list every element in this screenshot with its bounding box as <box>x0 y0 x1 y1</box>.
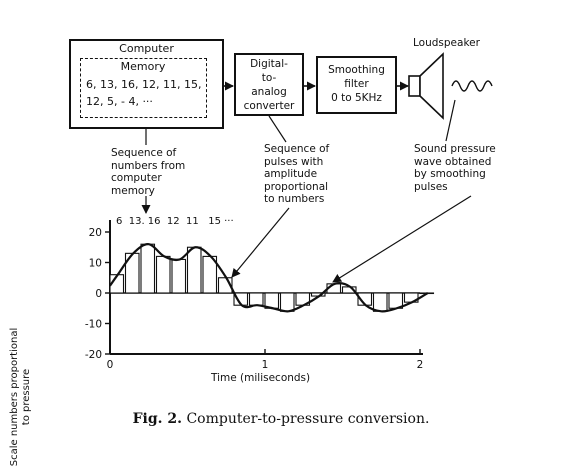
x-tick-label: 0 <box>107 359 114 371</box>
x-tick-label: 2 <box>417 359 424 371</box>
figure-caption: Fig. 2. Computer-to-pressure conversion. <box>0 411 562 427</box>
caption-text: Computer-to-pressure conversion. <box>186 411 430 427</box>
arrow-pulses-to-chart <box>231 207 290 278</box>
chart-ticks: 20 10 0 -10 -20 0 1 2 <box>85 227 424 371</box>
memory-line-2: 12, 5, - 4, ··· <box>86 95 153 108</box>
loudspeaker-icon <box>408 52 493 120</box>
y-tick-label: -10 <box>85 319 102 331</box>
tie-speaker <box>445 99 456 142</box>
annotation-sequence-of-pulses: Sequence of pulses with amplitude propor… <box>264 143 330 205</box>
pulse-bar <box>372 292 388 312</box>
memory-title: Memory <box>120 60 166 73</box>
pulse-bar <box>248 292 264 306</box>
annotation-sequence-of-numbers: Sequence of numbers from computer memory <box>111 147 186 197</box>
dac-box: Digital- to- analog converter <box>234 53 304 116</box>
computer-title: Computer <box>119 42 174 55</box>
smoothing-filter-label: Smoothing filter 0 to 5KHz <box>328 64 385 104</box>
diagram-svg: 20 10 0 -10 -20 0 1 2 <box>85 52 493 371</box>
arrow-wave-to-chart <box>332 195 472 283</box>
x-tick-label: 1 <box>262 359 269 371</box>
loudspeaker-label: Loudspeaker <box>413 37 480 49</box>
chart-bars <box>109 243 435 312</box>
dac-label: Digital- to- analog converter <box>243 58 295 112</box>
pulse-bar <box>155 255 171 294</box>
y-tick-label: 10 <box>89 258 102 270</box>
computer-box: Computer Memory 6, 13, 16, 12, 11, 15, 1… <box>69 39 224 129</box>
y-tick-label: 0 <box>95 288 102 300</box>
pulse-bar <box>171 258 187 294</box>
pulse-bar <box>140 243 156 294</box>
pulse-bar <box>186 246 202 294</box>
annotation-sound-pressure-wave: Sound pressure wave obtained by smoothin… <box>414 143 496 193</box>
y-tick-label: -20 <box>85 349 102 361</box>
smoothing-filter-box: Smoothing filter 0 to 5KHz <box>316 56 397 114</box>
memory-box: Memory 6, 13, 16, 12, 11, 15, 12, 5, - 4… <box>80 58 207 118</box>
tie-dac <box>268 115 287 143</box>
pulse-bar <box>279 292 295 312</box>
smoothed-pressure-curve <box>109 243 429 313</box>
caption-label: Fig. 2. <box>132 411 182 427</box>
y-tick-label: 20 <box>89 227 102 239</box>
sample-values-label: 6 13. 16 12 11 15 ··· <box>116 216 234 227</box>
memory-line-1: 6, 13, 16, 12, 11, 15, <box>86 78 202 91</box>
x-axis-label: Time (miliseconds) <box>211 372 311 384</box>
